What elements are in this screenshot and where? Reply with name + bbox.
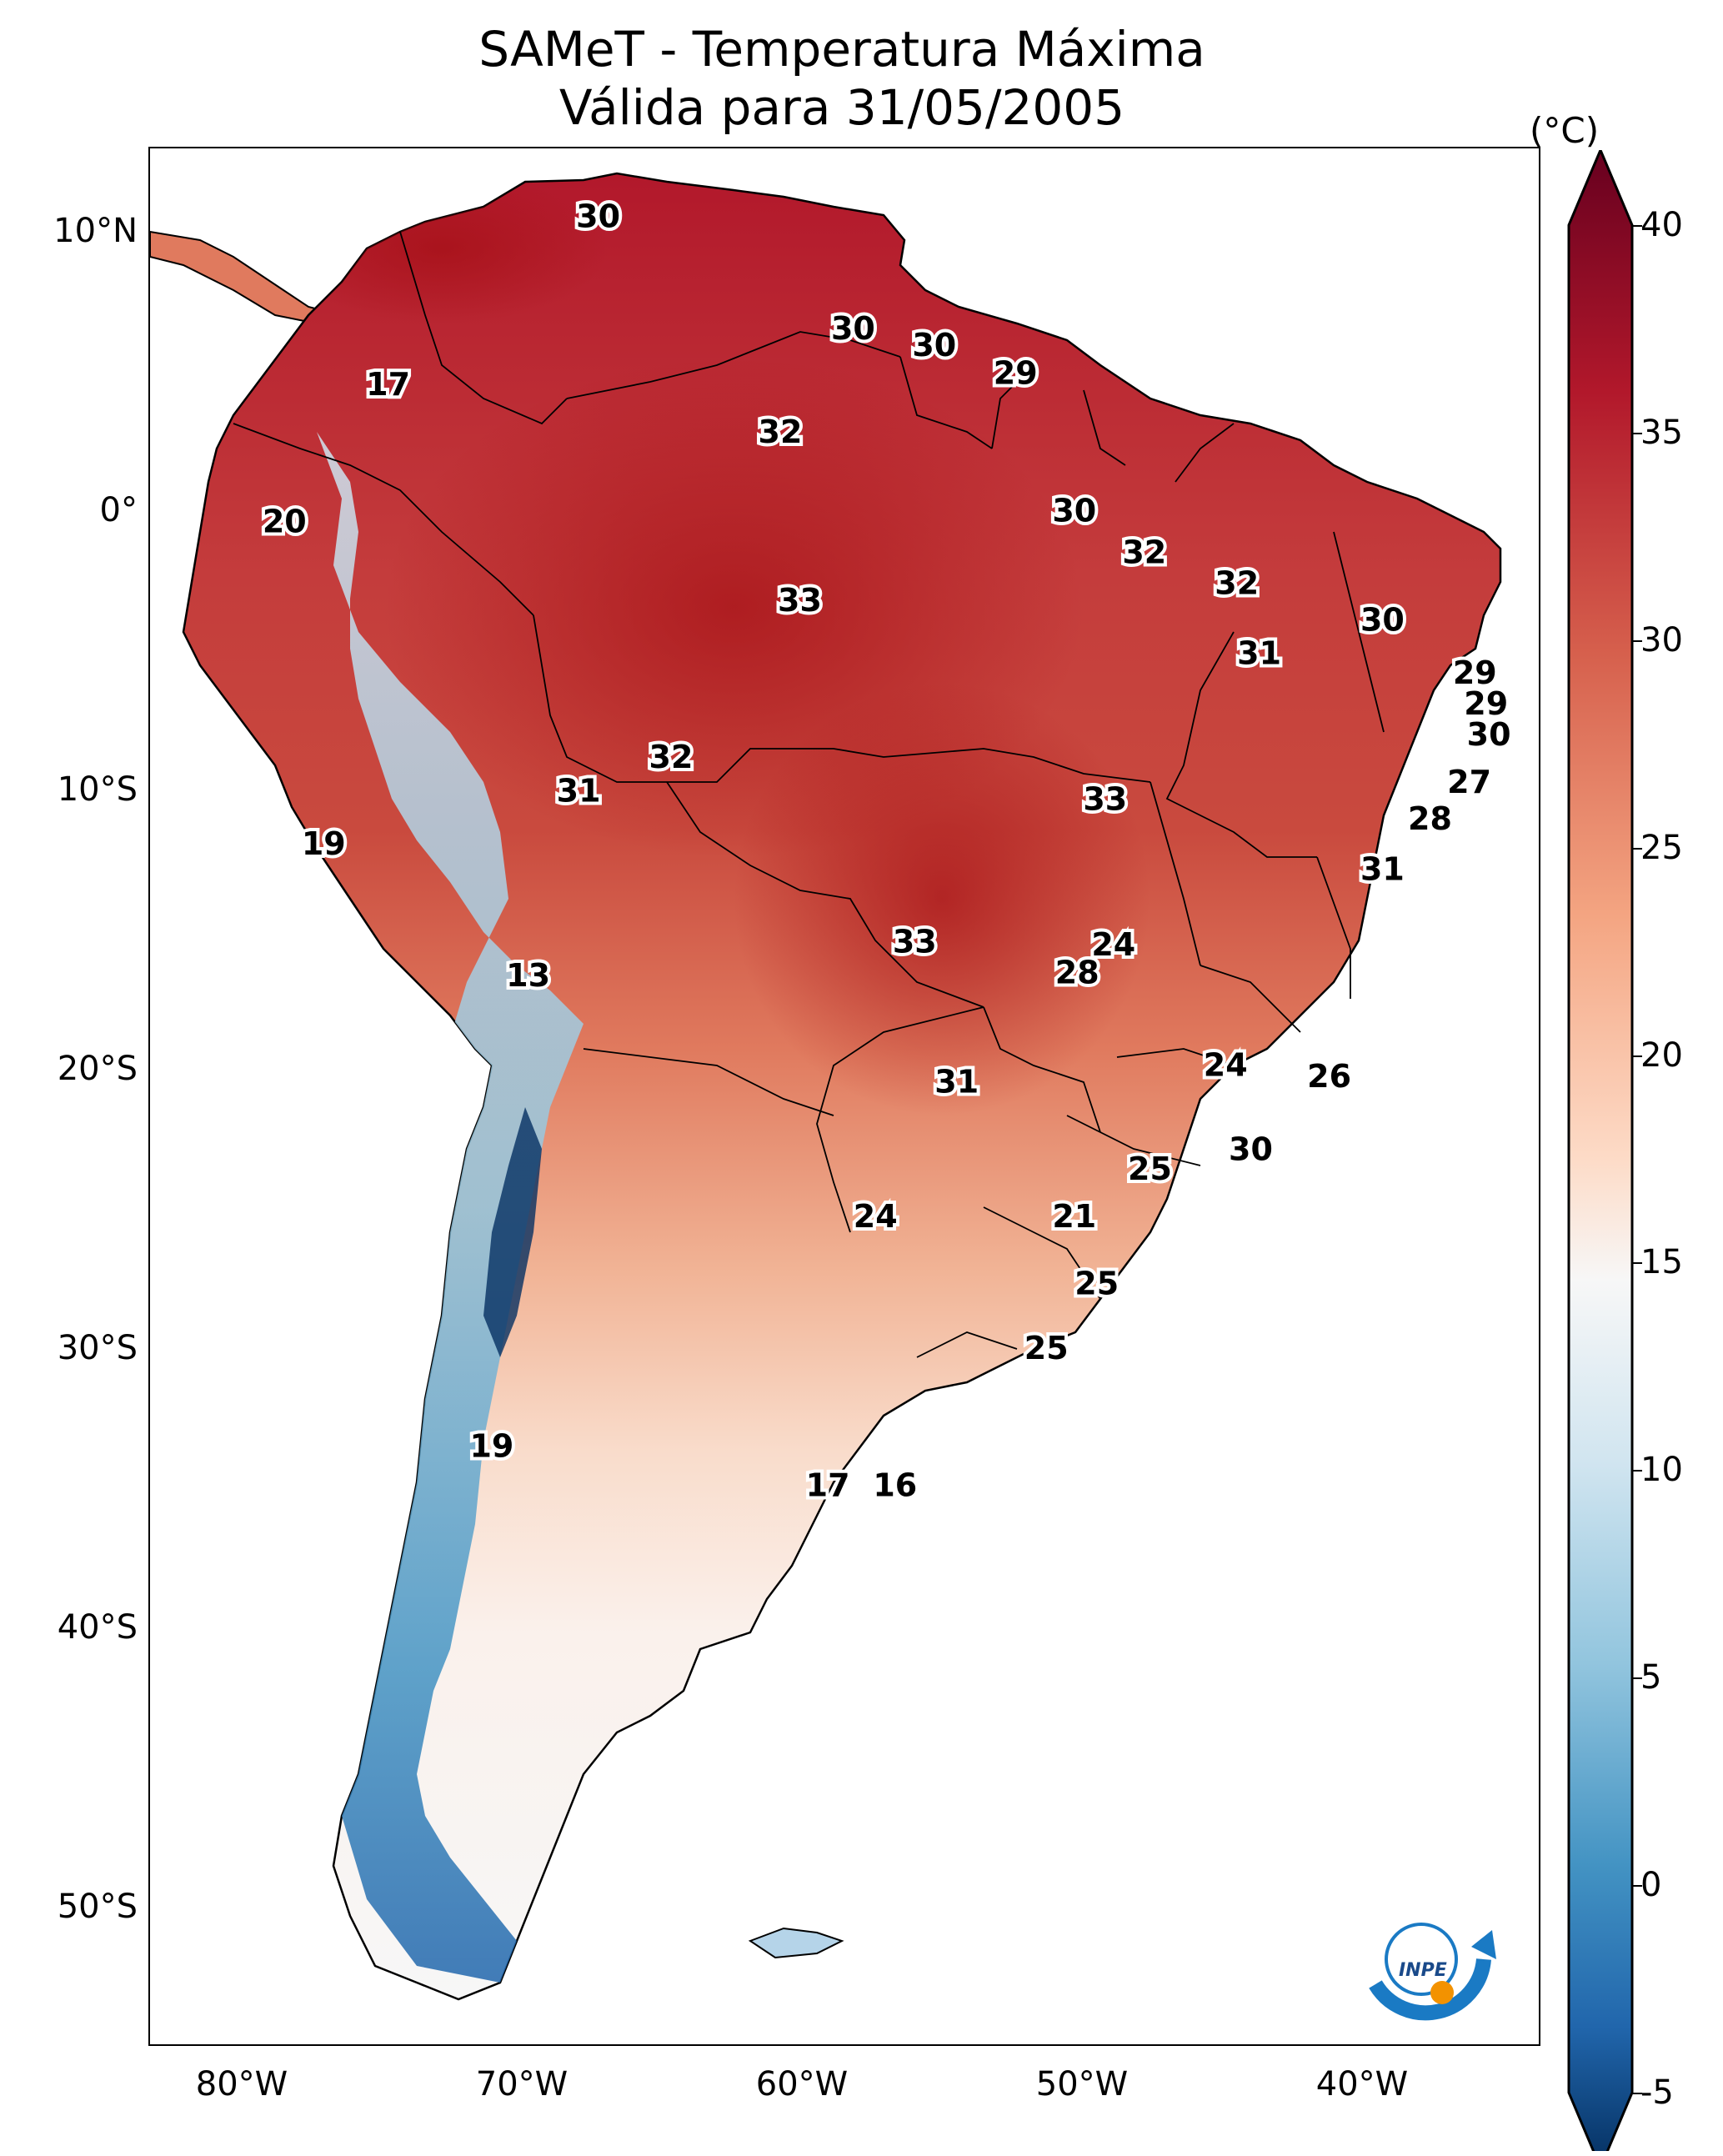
colorbar-tick-mark xyxy=(1632,1055,1642,1057)
lon-tick-40w: 40°W xyxy=(1315,2065,1409,2103)
temperature-label: 17 xyxy=(366,366,410,403)
country-borders xyxy=(233,231,1385,1358)
temperature-label: 33 xyxy=(893,924,937,960)
svg-text:INPE: INPE xyxy=(1399,1960,1447,1981)
map-subtitle: Válida para 31/05/2005 xyxy=(558,79,1125,136)
colorbar-tick-label: 30 xyxy=(1640,620,1683,659)
temperature-label: 24 xyxy=(1091,926,1135,963)
temperature-label: 28 xyxy=(1055,955,1099,991)
temperature-label: 25 xyxy=(1074,1266,1119,1302)
temperature-label: 32 xyxy=(1122,534,1166,571)
colorbar-tick-mark xyxy=(1632,225,1642,227)
andes-coldest-zone xyxy=(483,1107,542,1357)
map-panel: 30 17 30 30 29 32 20 30 32 33 32 30 31 29 29 30 32 31 33 27… xyxy=(148,147,1540,2046)
temperature-label: 24 xyxy=(1204,1047,1248,1084)
colorbar-tick-mark xyxy=(1632,1470,1642,1472)
logo-ring xyxy=(1385,1923,1458,1996)
central-brazil-hot-zone xyxy=(734,682,1150,1116)
temperature-label: 20 xyxy=(263,504,307,540)
temperature-label: 30 xyxy=(831,310,875,347)
temperature-label: 30 xyxy=(1360,601,1405,638)
colorbar-tick-mark xyxy=(1632,2093,1642,2094)
temperature-label: 32 xyxy=(759,414,803,450)
temperature-label: 26 xyxy=(1307,1058,1351,1095)
temperature-label: 30 xyxy=(912,327,956,364)
temperature-label: 30 xyxy=(1052,492,1096,529)
lon-tick-50w: 50°W xyxy=(1035,2065,1129,2103)
colorbar-tick-label: 35 xyxy=(1640,413,1683,452)
colorbar-tick-label: 20 xyxy=(1640,1035,1683,1075)
temperature-label: 31 xyxy=(1360,850,1405,887)
colorbar xyxy=(1567,150,1634,2151)
temperature-label: 32 xyxy=(1215,565,1259,602)
colorbar-tick-label: 0 xyxy=(1640,1866,1662,1905)
temperature-label: 29 xyxy=(994,355,1038,392)
colorbar-tick-label: 5 xyxy=(1640,1658,1662,1697)
temperature-label: 30 xyxy=(1467,716,1511,753)
temperature-label: 29 xyxy=(1464,685,1508,722)
colorbar-tick-mark xyxy=(1632,432,1642,434)
temperature-label: 30 xyxy=(576,198,620,235)
colorbar-gradient xyxy=(1567,150,1634,2151)
temperature-label: 31 xyxy=(557,772,601,809)
logo-arc xyxy=(1369,1958,1491,2021)
colorbar-tick-label: 40 xyxy=(1640,206,1683,244)
temperature-label: 30 xyxy=(1229,1131,1273,1167)
temperature-label: 31 xyxy=(1237,635,1281,672)
inpe-logo: INPE xyxy=(1369,1923,1496,2021)
lat-tick-10s: 10°S xyxy=(57,770,138,809)
temperature-label: 13 xyxy=(506,957,550,994)
colorbar-unit: (°C) xyxy=(1530,110,1600,151)
temperature-label: 31 xyxy=(934,1064,979,1101)
temperature-label: 21 xyxy=(1052,1198,1096,1235)
falkland-islands xyxy=(748,1927,844,1959)
lat-tick-10n: 10°N xyxy=(53,212,138,250)
temperature-label: 25 xyxy=(1128,1151,1172,1187)
lon-tick-70w: 70°W xyxy=(475,2065,568,2103)
temperature-label: 16 xyxy=(873,1467,917,1504)
temperature-label: 32 xyxy=(649,739,694,775)
colorbar-tick-mark xyxy=(1632,847,1642,850)
colorbar-tick-label: 10 xyxy=(1640,1451,1683,1490)
temperature-label: 33 xyxy=(1083,780,1127,817)
map-title: SAMeT - Temperatura Máxima xyxy=(478,21,1205,78)
lon-tick-60w: 60°W xyxy=(755,2065,849,2103)
lon-tick-80w: 80°W xyxy=(195,2065,288,2103)
temperature-label: 24 xyxy=(854,1198,898,1235)
colorbar-tick-mark xyxy=(1632,1262,1642,1265)
logo-dot xyxy=(1430,1981,1454,2004)
lat-tick-40s: 40°S xyxy=(57,1608,138,1647)
temperature-label: 17 xyxy=(806,1467,850,1504)
lat-tick-50s: 50°S xyxy=(57,1888,138,1926)
lat-tick-30s: 30°S xyxy=(57,1329,138,1367)
colorbar-tick-mark xyxy=(1632,639,1642,642)
colorbar-tick-mark xyxy=(1632,1885,1642,1888)
colorbar-tick-label: -5 xyxy=(1640,2073,1674,2112)
lat-tick-20s: 20°S xyxy=(57,1050,138,1088)
lat-tick-0: 0° xyxy=(99,491,138,529)
temperature-label: 28 xyxy=(1408,800,1452,837)
colorbar-tick-label: 25 xyxy=(1640,828,1683,867)
temperature-label: 25 xyxy=(1024,1330,1069,1366)
temperature-label: 19 xyxy=(302,825,346,862)
temperature-label: 29 xyxy=(1453,654,1497,691)
temperature-label: 33 xyxy=(778,582,822,619)
colorbar-tick-label: 15 xyxy=(1640,1243,1683,1282)
temperature-label: 27 xyxy=(1447,764,1491,800)
logo-arrow xyxy=(1471,1930,1496,1959)
caribbean-hot-zone xyxy=(275,173,609,323)
colorbar-tick-mark xyxy=(1632,1677,1642,1680)
temperature-label: 19 xyxy=(469,1428,513,1465)
